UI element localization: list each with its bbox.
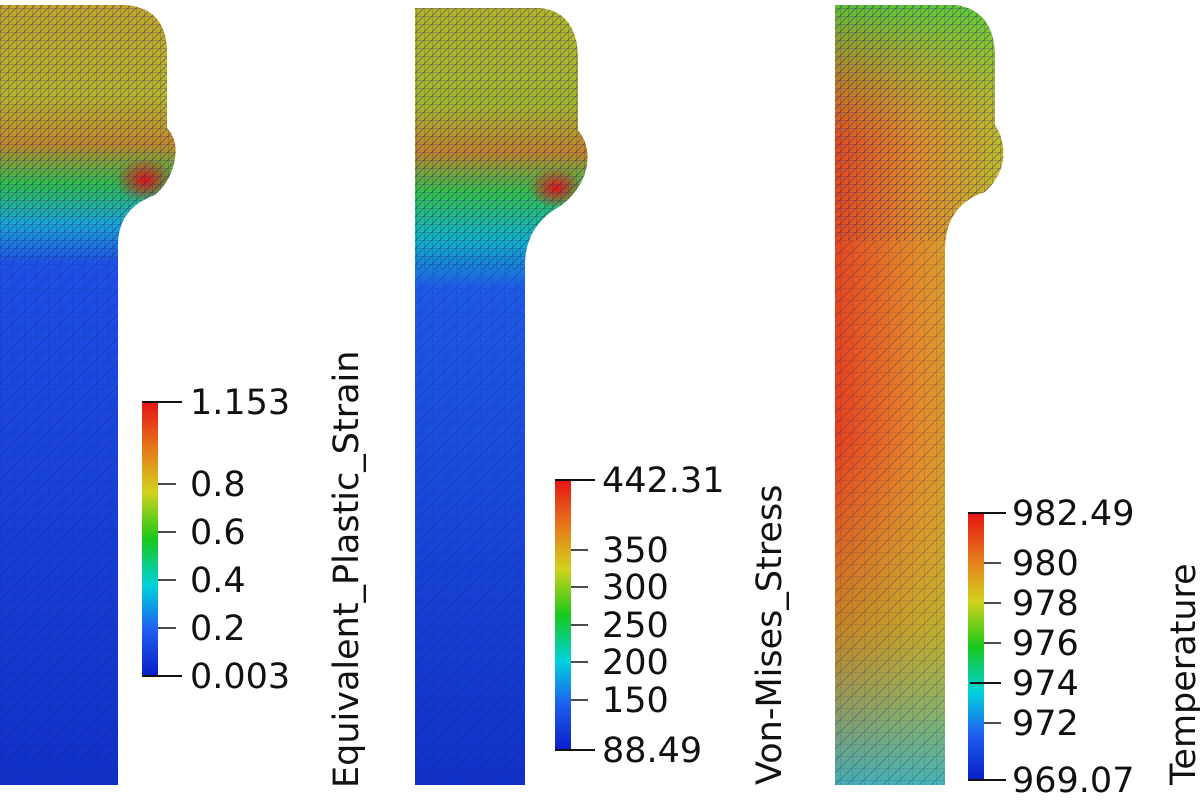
colorbar-1-min: 0.003: [190, 657, 290, 697]
colorbar-1-tick: 0.8: [190, 465, 246, 505]
mesh-part-3: [835, 5, 1004, 785]
colorbar-3-tick: 978: [1012, 584, 1079, 624]
colorbar-2-tick: 250: [602, 606, 669, 646]
colorbar-3-title: Temperature: [1164, 563, 1200, 786]
colorbar-2-tick: 350: [602, 531, 669, 571]
colorbar-2-tick: 300: [602, 568, 669, 608]
colorbar-1-tick: 0.2: [190, 609, 246, 649]
colorbar-2-min: 88.49: [602, 731, 702, 771]
colorbar-2-tick: 150: [602, 681, 669, 721]
colorbar-3-max: 982.49: [1012, 494, 1134, 534]
panel-equivalent-plastic-strain: 1.153 0.8 0.6 0.4 0.2 0.003 Equivalent_P…: [0, 5, 367, 788]
colorbar-1-tick: 0.6: [190, 513, 246, 553]
colorbar-2-gradient: [555, 480, 571, 750]
mesh-part-1: [0, 5, 176, 785]
colorbar-2-title: Von-Mises_Stress: [750, 485, 790, 785]
panel-von-mises-stress: 442.31 350 300 250 200 150 88.49 Von-Mis…: [415, 8, 790, 785]
colorbar-1-tick: 0.4: [190, 561, 246, 601]
panel-temperature: 982.49 980 978 976 974 972 969.07 Temper…: [835, 5, 1200, 801]
colorbar-3-tick: 972: [1012, 704, 1079, 744]
colorbar-2-max: 442.31: [602, 461, 724, 501]
colorbar-3-min: 969.07: [1012, 761, 1134, 801]
colorbar-1-max: 1.153: [190, 383, 290, 423]
colorbar-1: 1.153 0.8 0.6 0.4 0.2 0.003 Equivalent_P…: [142, 351, 367, 788]
colorbar-3-tick: 976: [1012, 624, 1079, 664]
colorbar-1-title: Equivalent_Plastic_Strain: [327, 351, 367, 788]
colorbar-1-gradient: [142, 402, 158, 676]
colorbar-3-tick: 980: [1012, 544, 1079, 584]
colorbar-3-gradient: [968, 513, 984, 780]
colorbar-2: 442.31 350 300 250 200 150 88.49 Von-Mis…: [555, 461, 790, 785]
colorbar-2-tick: 200: [602, 643, 669, 683]
colorbar-3-tick: 974: [1012, 664, 1079, 704]
colorbar-3: 982.49 980 978 976 974 972 969.07 Temper…: [968, 494, 1200, 801]
